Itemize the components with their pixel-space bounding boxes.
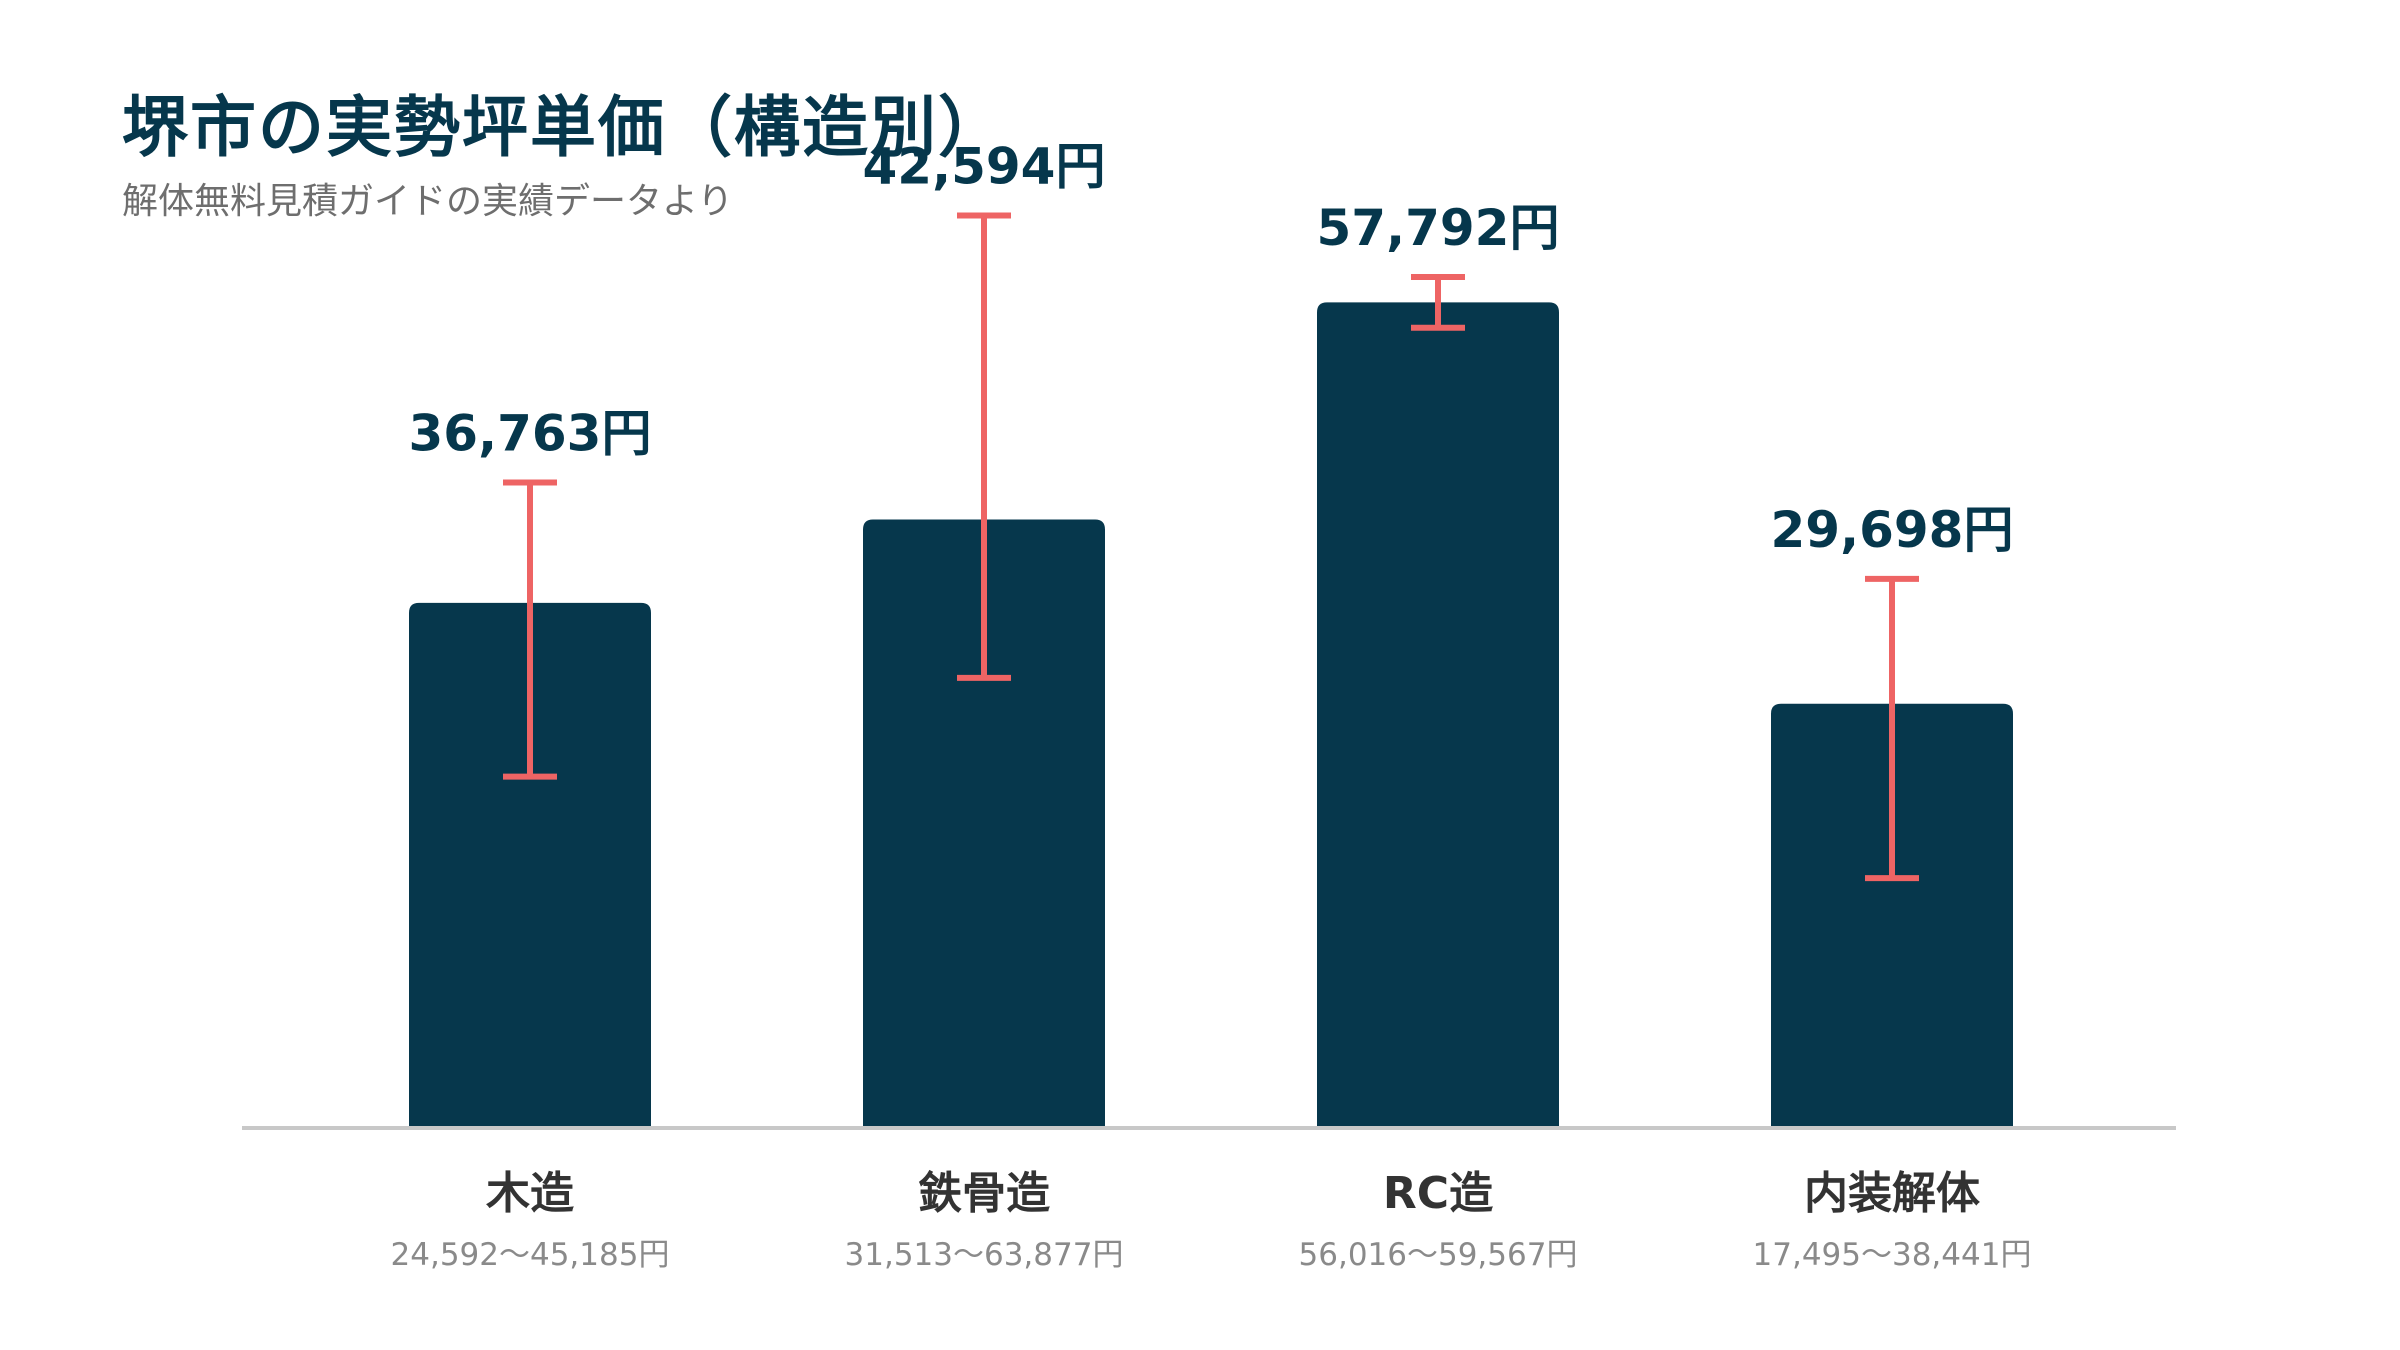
category-label-1: 木造 [486,1168,574,1219]
category-label-3: RC造 [1383,1168,1493,1219]
range-label-2: 31,513〜63,877円 [845,1237,1124,1273]
category-label-2: 鉄骨造 [918,1168,1050,1219]
range-label-3: 56,016〜59,567円 [1299,1237,1578,1273]
bar-2 [863,519,1105,1128]
range-label-4: 17,495〜38,441円 [1753,1237,2032,1273]
value-label-1: 36,763円 [409,405,652,463]
bar-1 [409,602,651,1128]
value-label-4: 29,698円 [1771,501,2014,559]
category-label-4: 内装解体 [1804,1168,1980,1219]
chart-title: 堺市の実勢坪単価（構造別） [122,89,1006,166]
range-label-1: 24,592〜45,185円 [391,1237,670,1273]
bar-3 [1317,302,1559,1128]
chart-subtitle: 解体無料見積ガイドの実績データより [122,181,734,222]
value-label-2: 42,594円 [863,137,1106,195]
bar-4 [1771,703,2013,1128]
value-label-3: 57,792円 [1317,199,1560,257]
